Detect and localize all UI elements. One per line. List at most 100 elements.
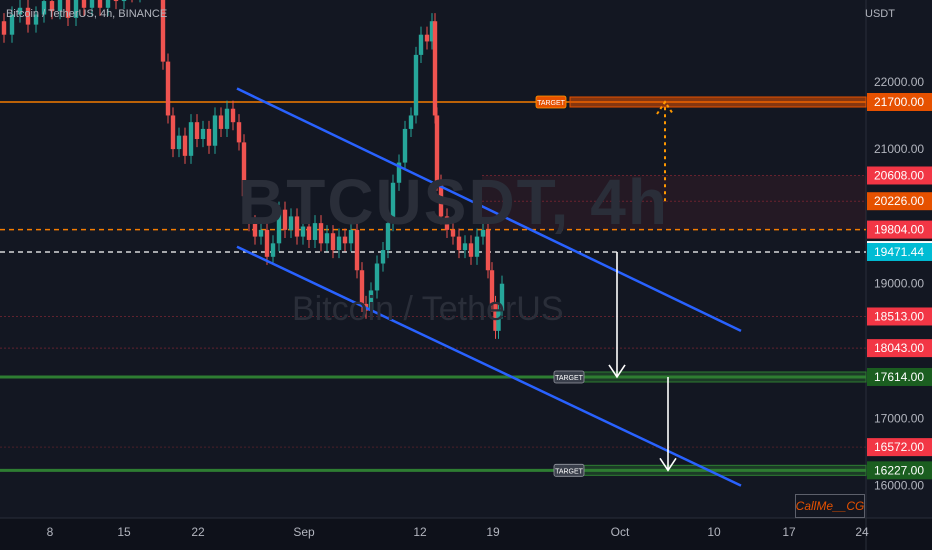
candle-body [396,162,402,183]
candle-body [276,209,282,244]
candle-body [413,54,419,116]
arrow-head [608,364,626,379]
candle-body [312,223,318,240]
candle-body [489,270,495,304]
price-label-box [867,307,932,326]
channel-line [236,87,742,332]
candle-body [25,7,31,25]
arrow-head [656,100,674,115]
candle-body [57,0,63,12]
price-label: 19804.00 [874,223,924,237]
target-label-box [553,463,585,477]
price-label-box [867,93,932,111]
candle-body [89,0,95,8]
author-tag: CallMe__CG [795,494,865,518]
candle-body [282,209,288,230]
candle-body [160,0,166,62]
candle-body [374,263,380,291]
candle-body [9,14,15,35]
candle-body [390,182,396,224]
time-tick: Sep [293,525,315,539]
candle-body [170,115,176,150]
candle-body [434,115,440,183]
candle-body [456,236,462,251]
time-tick: 10 [707,525,721,539]
candle-body [462,243,468,251]
candle-body [97,0,103,8]
candle-body [294,216,300,237]
candle-body [496,310,501,331]
time-tick: 8 [47,525,54,539]
candle-body [165,61,171,116]
candle-body [246,196,252,224]
price-tick: 19000.00 [874,277,924,291]
candle-body [306,226,312,240]
candle-body [105,0,111,8]
candle-body [258,229,264,237]
candle-body [194,122,200,140]
price-label-box [867,242,932,261]
candle-body [380,250,386,264]
candle-body [206,128,212,146]
candle-body [474,236,480,257]
price-label-box [867,461,932,480]
candle-body [264,229,270,257]
price-label: 18513.00 [874,309,924,323]
price-label-box [867,166,932,185]
candle-body [188,122,194,156]
candle-body [402,128,408,163]
currency-label: USDT [865,8,895,20]
candle-body [408,115,414,129]
time-axis-background [0,518,932,550]
candle-body [65,0,71,18]
target-label-box [535,95,567,109]
candle-body [424,34,430,42]
candle-body [499,283,505,311]
candle-body [230,108,236,123]
candle-body [33,14,39,25]
price-label: 16572.00 [874,440,924,454]
candle-body [485,229,491,271]
time-tick: Oct [611,525,630,539]
channel-line [236,245,742,487]
candle-body [429,21,435,42]
time-tick: 12 [413,525,427,539]
candle-body [1,21,7,35]
candle-body [336,236,342,251]
candle-body [359,270,365,304]
candle-body [218,115,224,129]
time-tick: 15 [117,525,131,539]
candle-body [318,223,324,244]
time-tick: 22 [191,525,205,539]
candle-body [493,303,498,331]
price-label: 18043.00 [874,341,924,355]
candle-body [450,229,456,237]
price-label: 19471.44 [874,245,924,259]
price-label-box [867,339,932,358]
price-label: 20608.00 [874,168,924,182]
candle-body [324,233,330,244]
candle-body [330,233,336,251]
candle-body [348,229,354,244]
candle-body [300,226,306,237]
price-tick: 17000.00 [874,411,924,425]
price-label: 21700.00 [874,95,924,109]
candle-body [49,1,55,12]
candle-body [236,122,242,143]
price-label-box [867,220,932,239]
candle-body [432,21,438,116]
price-label: 17614.00 [874,370,924,384]
candle-body [252,223,258,237]
candle-body [241,142,247,197]
candle-body [468,243,474,257]
price-label: 16227.00 [874,463,924,477]
time-tick: 17 [782,525,796,539]
candle-body [354,229,360,271]
candle-body [73,0,79,18]
candle-body [444,216,450,230]
price-label-box [867,367,932,386]
target-label: TARGET [537,100,566,107]
candle-body [385,223,391,251]
candle-body [182,135,188,156]
